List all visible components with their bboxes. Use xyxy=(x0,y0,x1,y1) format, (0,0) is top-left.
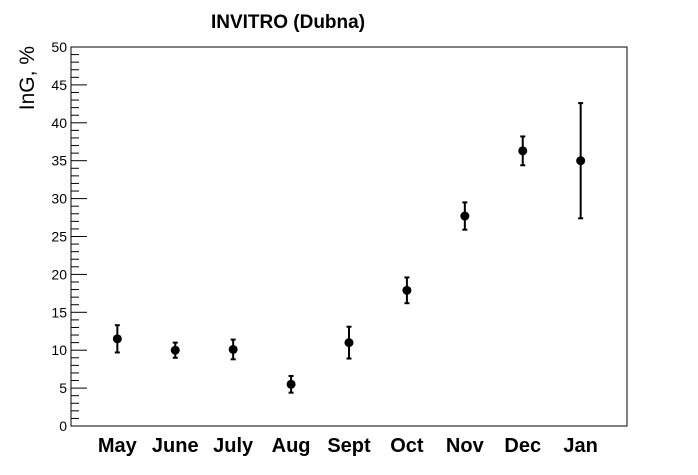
data-point xyxy=(112,334,122,344)
x-tick-label: Aug xyxy=(272,435,311,457)
y-tick-label: 15 xyxy=(51,304,67,320)
y-tick-label: 50 xyxy=(51,39,67,55)
y-tick-label: 5 xyxy=(59,380,67,396)
data-point xyxy=(518,146,528,156)
y-tick-label: 35 xyxy=(51,153,67,169)
y-tick-label: 0 xyxy=(59,418,67,434)
x-tick-label: Jan xyxy=(563,435,597,457)
data-point-group xyxy=(170,341,180,359)
data-point xyxy=(170,345,180,355)
x-axis: May June July Aug Sept Oct Nov Dec Jan xyxy=(98,435,598,457)
y-tick-label: 20 xyxy=(51,266,67,282)
x-tick-label: Dec xyxy=(504,435,541,457)
data-point-group xyxy=(576,102,586,220)
data-point-group xyxy=(518,135,528,167)
data-point-group xyxy=(344,325,354,360)
data-point-group xyxy=(286,374,296,394)
data-point xyxy=(286,379,296,389)
y-axis: 0 5 10 15 20 25 30 35 40 45 50 xyxy=(51,39,87,434)
y-tick-label: 25 xyxy=(51,229,67,245)
y-tick-label: 40 xyxy=(51,115,67,131)
data-point xyxy=(460,211,470,221)
data-series xyxy=(112,102,586,394)
y-tick-label: 10 xyxy=(51,342,67,358)
y-axis-label: InG, % xyxy=(16,46,39,110)
chart-title: INVITRO (Dubna) xyxy=(211,12,365,33)
x-tick-label: May xyxy=(98,435,138,457)
y-tick-label: 45 xyxy=(51,77,67,93)
x-tick-label: Sept xyxy=(327,435,371,457)
data-point-group xyxy=(402,276,412,305)
plot-frame xyxy=(70,46,628,427)
y-tick-label: 30 xyxy=(51,191,67,207)
data-point-group xyxy=(112,324,122,354)
data-point xyxy=(402,285,412,295)
data-point xyxy=(576,156,586,166)
x-tick-label: June xyxy=(152,435,199,457)
data-point xyxy=(228,344,238,354)
x-tick-label: Nov xyxy=(446,435,485,457)
x-tick-label: July xyxy=(213,435,254,457)
data-point xyxy=(344,338,354,348)
x-tick-label: Oct xyxy=(390,435,424,457)
data-point-group xyxy=(228,338,238,361)
data-point-group xyxy=(460,201,470,231)
